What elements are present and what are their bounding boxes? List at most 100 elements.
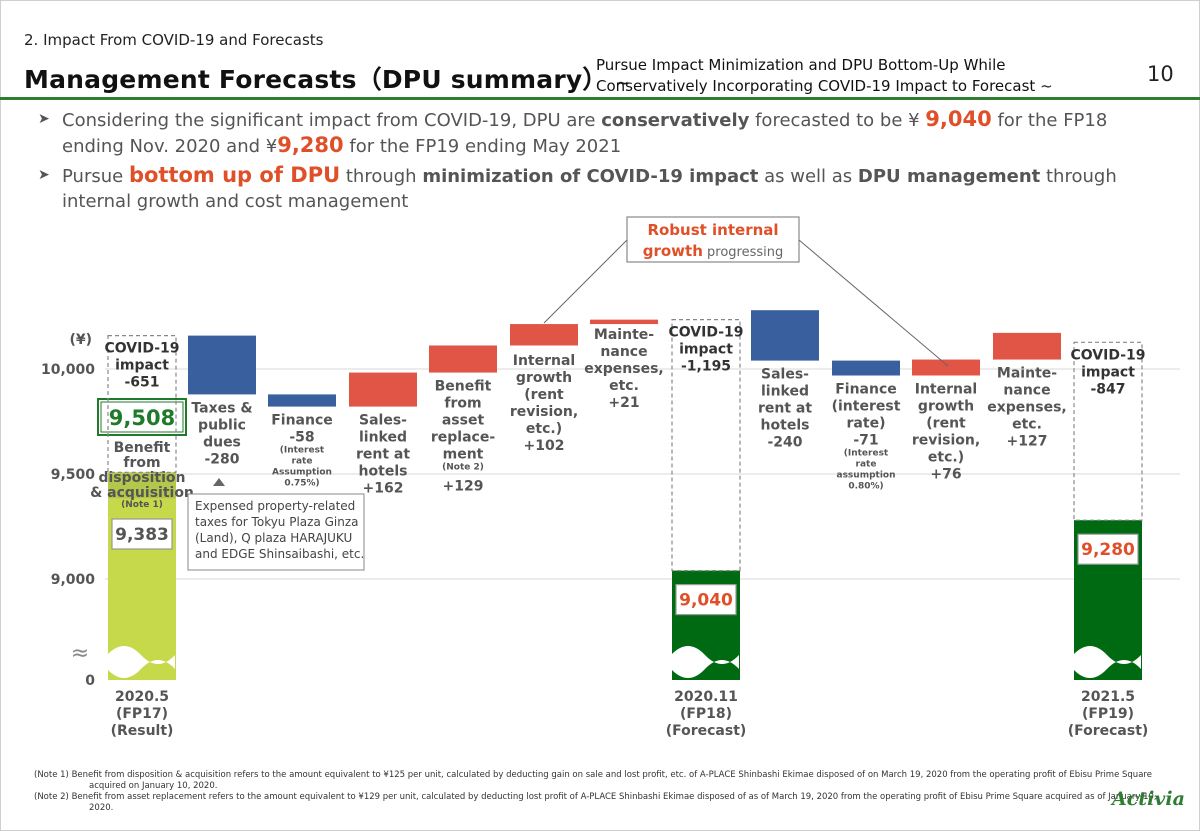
benefit-label: disposition	[98, 470, 185, 486]
page-number: 10	[1147, 62, 1174, 86]
step-label: nance	[600, 344, 647, 360]
step-label: replace-	[431, 430, 495, 446]
y-unit-label: (¥)	[69, 332, 92, 348]
step-label: dues	[203, 434, 241, 450]
bullet-1-text: Considering the significant impact from …	[62, 107, 1108, 157]
step-label: Internal	[513, 353, 575, 369]
step-label: Finance	[271, 413, 333, 429]
bar-break-wave	[107, 646, 175, 678]
category-label: 2021.5	[1081, 689, 1135, 705]
step-label: public	[198, 417, 246, 433]
step-label: Mainte-	[997, 366, 1057, 382]
benefit-note: (Note 1)	[121, 500, 163, 510]
total-value-box	[111, 518, 173, 550]
bullet-arrow-icon: ➤	[38, 111, 50, 127]
pre-acquisition-box	[97, 398, 187, 436]
step-label: hotels	[359, 464, 408, 480]
bar-break-wave	[1073, 646, 1141, 678]
step-label: revision,	[510, 404, 578, 420]
benefit-label: & acquisition	[90, 485, 194, 501]
step-label: growth	[918, 399, 974, 415]
benefit-label: Benefit	[114, 440, 171, 456]
page-title-text: Management Forecasts（DPU summary）	[24, 65, 608, 94]
property-note-line: and EDGE Shinsaibashi, etc.	[195, 547, 364, 561]
step-label: ment	[443, 447, 484, 463]
step-note: 0.75%)	[284, 479, 319, 489]
callout-line-2: growth progressing	[643, 242, 784, 260]
y-tick-label: 0	[85, 673, 95, 689]
covid-impact-label: impact	[679, 342, 733, 358]
step-label: -58	[289, 430, 314, 446]
callout-connector-left	[543, 239, 628, 324]
page-title: Management Forecasts（DPU summary） ~	[24, 60, 629, 96]
step-label: etc.	[609, 378, 639, 394]
note-pointer-icon	[213, 478, 225, 486]
total-value-label: 9,383	[115, 525, 169, 545]
covid-impact-label: COVID-19	[668, 325, 743, 341]
property-note-line: (Land), Q plaza HARAJUKU	[195, 531, 352, 545]
step-note: rate	[292, 457, 313, 467]
covid-impact-label: impact	[1081, 364, 1135, 380]
subtitle-line-2: Conservatively Incorporating COVID-19 Im…	[596, 77, 1053, 95]
step-label: Internal	[915, 382, 977, 398]
pre-acquisition-value: 9,508	[109, 406, 175, 430]
footnote-2: (Note 2) Benefit from asset replacement …	[34, 792, 1157, 813]
category-label: (FP18)	[680, 706, 732, 722]
step-label: +127	[1007, 434, 1048, 450]
bullet-2: ➤ Pursue bottom up of DPU through minimi…	[38, 163, 1158, 214]
subtitle-line-1: Pursue Impact Minimization and DPU Botto…	[596, 56, 1006, 74]
step-value-label: +129	[443, 479, 484, 495]
step-label: expenses,	[987, 400, 1067, 416]
activia-logo: Activia	[1112, 788, 1185, 810]
covid-impact-label: -847	[1090, 381, 1125, 397]
step-label: +162	[363, 481, 404, 497]
step-bar	[912, 359, 980, 376]
step-bar	[188, 335, 256, 395]
step-bar	[590, 319, 658, 325]
property-note-box	[187, 493, 365, 571]
bullet-1: ➤ Considering the significant impact fro…	[38, 107, 1158, 159]
y-tick-label: 10,000	[41, 362, 95, 378]
step-label: Benefit	[435, 379, 492, 395]
bullet-2-text: Pursue bottom up of DPU through minimiza…	[62, 163, 1117, 212]
step-label: Taxes &	[191, 400, 252, 416]
y-tick-label: 9,500	[51, 467, 96, 483]
step-label: rent at	[356, 447, 410, 463]
covid-impact-label: -651	[124, 375, 159, 391]
step-label: etc.	[1012, 417, 1042, 433]
step-label: rate)	[847, 416, 886, 432]
header-divider	[0, 97, 1200, 100]
step-label: linked	[359, 430, 407, 446]
total-value-box	[1077, 533, 1139, 565]
category-label: (FP19)	[1082, 706, 1134, 722]
step-label: expenses,	[584, 361, 664, 377]
step-label: from	[444, 396, 481, 412]
property-note-line: taxes for Tokyu Plaza Ginza	[195, 515, 359, 529]
step-bar	[832, 360, 900, 376]
y-tick-label: 9,000	[51, 572, 96, 588]
footnote-1: (Note 1) Benefit from disposition & acqu…	[34, 770, 1152, 791]
step-label: -280	[204, 451, 239, 467]
covid-impact-box	[671, 319, 741, 572]
category-label: (Forecast)	[666, 723, 747, 739]
step-bar	[268, 394, 336, 407]
covid-impact-label: -1,195	[681, 359, 731, 375]
step-bar	[993, 332, 1061, 360]
category-label: 2020.11	[674, 689, 738, 705]
step-bar	[510, 324, 578, 346]
covid-impact-label: impact	[115, 358, 169, 374]
page-subtitle: Pursue Impact Minimization and DPU Botto…	[596, 55, 1053, 97]
title-tilde: ~	[616, 74, 630, 92]
step-label: Sales-	[359, 413, 407, 429]
total-value-box	[675, 583, 737, 616]
category-label: (Result)	[111, 723, 174, 739]
step-label: hotels	[761, 418, 810, 434]
step-label: revision,	[912, 433, 980, 449]
step-label: asset	[442, 413, 485, 429]
step-label: linked	[761, 384, 809, 400]
step-bar	[751, 310, 819, 361]
step-label: growth	[516, 370, 572, 386]
covid-impact-label: COVID-19	[1070, 347, 1145, 363]
step-label: rent at	[758, 401, 812, 417]
callout-box	[626, 216, 800, 263]
